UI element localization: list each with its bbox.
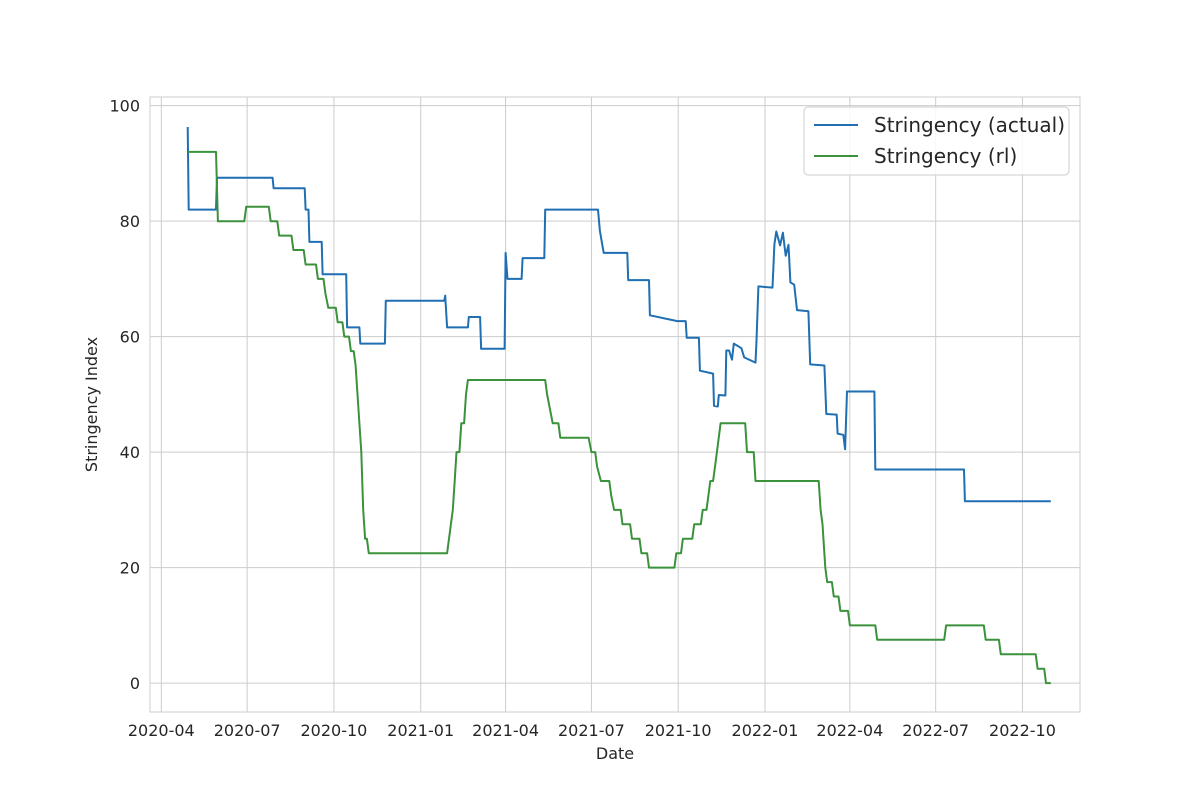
x-tick-labels: 2020-04 2020-07 2020-10 2021-01 2021-04 2021-… [128, 721, 1056, 740]
y-tick-labels: 0 20 40 60 80 100 [109, 97, 140, 693]
legend-label-rl: Stringency (rl) [874, 144, 1017, 168]
x-tick-label: 2021-01 [387, 721, 454, 740]
y-tick-label: 20 [120, 559, 140, 578]
x-tick-label: 2020-10 [300, 721, 367, 740]
legend: Stringency (actual) Stringency (rl) [803, 106, 1070, 176]
x-tick-label: 2022-04 [816, 721, 883, 740]
x-tick-label: 2022-10 [989, 721, 1056, 740]
x-tick-label: 2021-10 [645, 721, 712, 740]
y-tick-label: 60 [120, 328, 140, 347]
x-tick-label: 2021-04 [472, 721, 539, 740]
y-tick-label: 40 [120, 443, 140, 462]
plot-frame [149, 96, 1081, 713]
y-tick-label: 80 [120, 212, 140, 231]
series-lines [186, 126, 1051, 685]
y-axis-label: Stringency Index [82, 337, 101, 472]
y-tick-label: 0 [130, 674, 140, 693]
x-axis-label: Date [596, 744, 634, 763]
x-tick-label: 2022-07 [902, 721, 969, 740]
x-tick-label: 2020-07 [214, 721, 281, 740]
x-tick-label: 2022-01 [732, 721, 799, 740]
plot-area [150, 97, 1080, 712]
x-tick-label: 2020-04 [128, 721, 195, 740]
series-line-rl [187, 150, 1051, 685]
series-line-actual [186, 126, 1051, 503]
x-tick-label: 2021-07 [558, 721, 625, 740]
grid-lines [150, 97, 1080, 712]
y-tick-label: 100 [109, 97, 140, 116]
legend-box [803, 106, 1070, 176]
legend-label-actual: Stringency (actual) [874, 113, 1065, 137]
